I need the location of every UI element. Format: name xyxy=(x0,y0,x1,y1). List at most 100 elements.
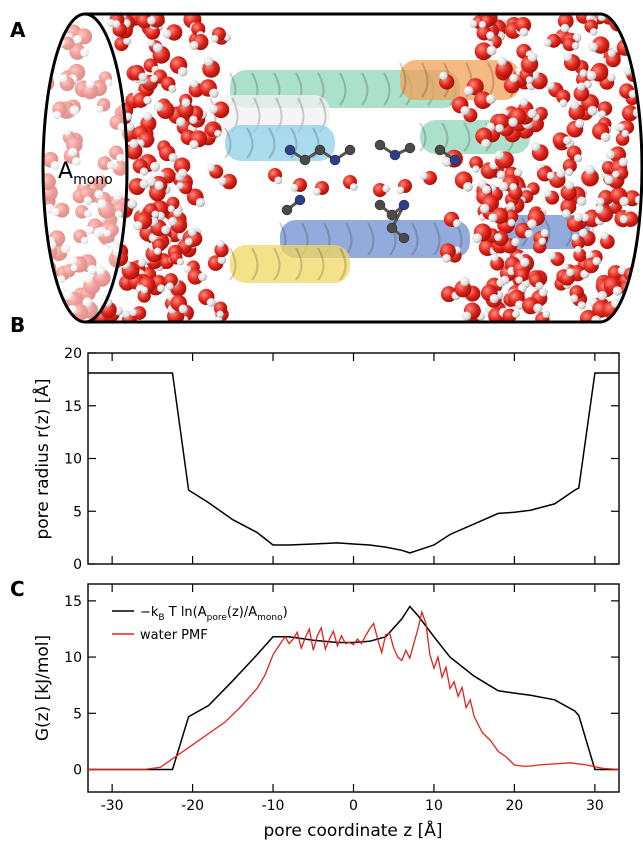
water-hydrogen xyxy=(515,276,523,284)
water-hydrogen xyxy=(579,228,588,238)
water-hydrogen xyxy=(463,181,473,192)
panel-c-ytick-label: 15 xyxy=(64,594,82,610)
water-hydrogen xyxy=(43,300,51,309)
ligand-atom xyxy=(389,149,401,161)
protein-helices xyxy=(209,60,595,283)
water-hydrogen xyxy=(604,175,614,185)
water-hydrogen xyxy=(125,122,135,132)
water-hydrogen xyxy=(598,110,607,119)
legend: −kB T ln(Apore(z)/Amono) water PMF xyxy=(112,605,288,643)
water-hydrogen xyxy=(496,170,506,180)
helix-turn xyxy=(312,127,320,159)
helix-turn xyxy=(419,122,427,152)
helix-turn xyxy=(421,62,429,98)
water-hydrogen xyxy=(168,84,177,93)
helix-turn xyxy=(268,127,276,159)
helix-turn xyxy=(290,127,298,159)
water-hydrogen xyxy=(515,300,525,310)
water-hydrogen xyxy=(587,105,598,116)
water-hydrogen xyxy=(214,129,222,138)
water-hydrogen xyxy=(509,73,519,83)
water-hydrogen xyxy=(586,70,597,81)
water-hydrogen xyxy=(575,118,585,129)
water-hydrogen xyxy=(617,123,625,132)
helix-turn xyxy=(246,127,254,159)
panel-c-xtick-label: -10 xyxy=(262,798,285,814)
water-hydrogen xyxy=(494,150,505,160)
water-hydrogen xyxy=(561,209,571,218)
helix-turn xyxy=(433,222,441,256)
water-hydrogen xyxy=(154,180,164,191)
water-hydrogen xyxy=(481,138,491,149)
helix-turn xyxy=(295,247,303,281)
water-oxygen xyxy=(125,142,143,160)
water-hydrogen xyxy=(614,14,624,21)
water-oxygen xyxy=(515,16,532,33)
water-hydrogen xyxy=(150,161,161,172)
water-oxygen xyxy=(556,89,571,104)
water-hydrogen xyxy=(628,89,638,99)
water-hydrogen xyxy=(147,39,155,47)
water-hydrogen xyxy=(189,115,198,125)
water-oxygen xyxy=(52,313,67,322)
water-oxygen xyxy=(557,14,574,29)
water-hydrogen xyxy=(139,167,149,176)
panel-c-xtick-label: 20 xyxy=(505,798,523,814)
water-hydrogen xyxy=(597,290,608,301)
water-hydrogen xyxy=(49,41,58,50)
panel-b-ytick-label: 0 xyxy=(73,557,82,573)
water-hydrogen xyxy=(579,69,588,78)
panel-b-frame xyxy=(87,352,620,565)
water-hydrogen xyxy=(577,82,586,91)
water-hydrogen xyxy=(190,79,199,88)
water-hydrogen xyxy=(585,164,595,175)
water-hydrogen xyxy=(312,187,321,196)
panel-c-ylabel: G(z) [kJ/mol] xyxy=(33,635,53,741)
water-hydrogen xyxy=(469,19,478,28)
helix-segment xyxy=(225,125,335,161)
water-hydrogen xyxy=(178,168,188,178)
water-hydrogen xyxy=(497,56,507,67)
water-hydrogen xyxy=(461,311,472,321)
ligand-atom xyxy=(404,142,416,154)
water-oxygen xyxy=(562,158,577,173)
water-oxygen xyxy=(132,92,149,108)
helix-turn xyxy=(224,127,232,159)
panel-c-y-axis: 0 5 10 15 xyxy=(64,594,619,779)
water-hydrogen xyxy=(161,225,171,235)
ligand-atom xyxy=(386,222,398,234)
water-hydrogen xyxy=(633,269,641,277)
water-oxygen xyxy=(173,157,191,174)
water-oxygen xyxy=(621,105,639,122)
panel-c-xtick-label: 0 xyxy=(349,798,358,814)
panel-c-ytick-label: 5 xyxy=(73,706,82,722)
water-hydrogen xyxy=(480,203,490,214)
water-hydrogen xyxy=(600,132,611,143)
water-hydrogen xyxy=(573,212,583,222)
legend-label-area: −kB T ln(Apore(z)/Amono) xyxy=(140,605,288,623)
water-hydrogen xyxy=(560,23,570,33)
helix-segment xyxy=(400,60,520,100)
water-hydrogen xyxy=(589,28,598,36)
water-hydrogen xyxy=(157,284,166,293)
water-hydrogen xyxy=(591,315,601,322)
water-hydrogen xyxy=(527,108,537,119)
water-oxygen xyxy=(504,209,519,224)
ligand-atom xyxy=(344,144,356,156)
water-oxygen xyxy=(622,308,640,322)
water-oxygen xyxy=(44,297,58,311)
ligand-atom xyxy=(374,199,386,211)
panel-c-xlabel: pore coordinate z [Å] xyxy=(264,819,443,841)
helix-turn xyxy=(339,247,347,281)
helix-turn xyxy=(411,222,419,256)
water-hydrogen xyxy=(605,150,615,160)
water-hydrogen xyxy=(538,287,548,297)
water-hydrogen xyxy=(571,233,580,242)
water-hydrogen xyxy=(565,180,575,190)
water-hydrogen xyxy=(127,199,138,209)
legend-label-water-pmf: water PMF xyxy=(140,628,208,643)
cylinder-left-outline xyxy=(41,12,129,324)
water-hydrogen xyxy=(612,170,620,178)
water-hydrogen xyxy=(576,196,587,206)
water-hydrogen xyxy=(500,275,510,285)
